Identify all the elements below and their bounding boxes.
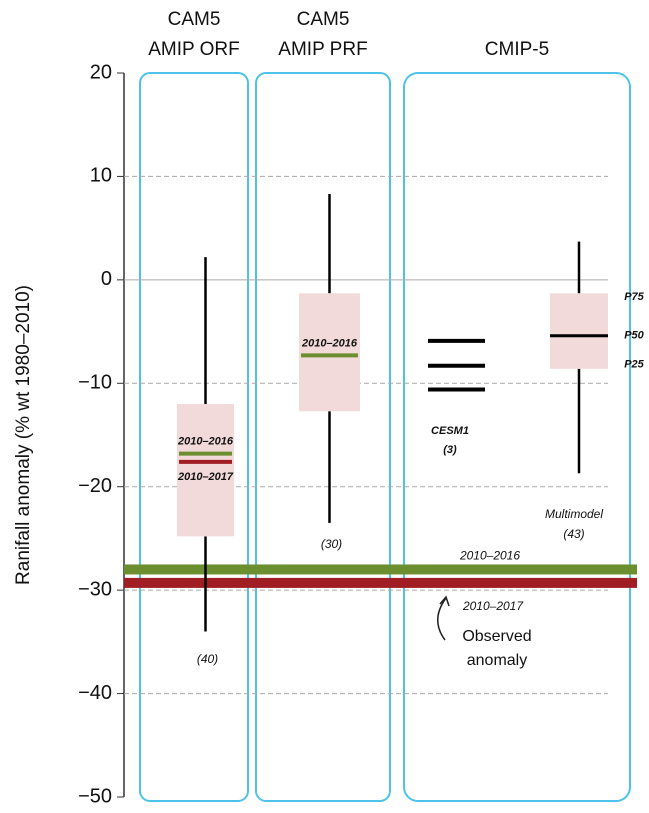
count-label: (43): [563, 527, 584, 541]
observed-label: anomaly: [467, 652, 527, 669]
observed-band: [124, 564, 637, 575]
y-tick-label: −40: [78, 682, 112, 704]
box: [177, 403, 234, 537]
y-tick-label: 10: [90, 165, 112, 187]
observed-period-label: 2010–2016: [459, 549, 520, 563]
y-tick-label: −20: [78, 475, 112, 497]
y-tick-label: −30: [78, 578, 112, 600]
panel-title: CAM5: [168, 9, 221, 30]
y-tick-label: −50: [78, 785, 112, 807]
y-tick-label: 20: [90, 61, 112, 83]
y-tick-label: 0: [101, 268, 112, 290]
panel-frame: [139, 72, 249, 802]
y-tick-label: −10: [78, 372, 112, 394]
count-label: (30): [321, 537, 342, 551]
panel-title: CAM5: [297, 9, 350, 30]
count-label: (3): [443, 444, 457, 456]
observed-period-label: 2010–2017: [462, 599, 524, 613]
arrow: [437, 597, 447, 641]
count-label: (40): [197, 652, 218, 666]
box-name: Multimodel: [545, 507, 603, 521]
box: [299, 293, 360, 412]
panel-frame: [255, 72, 391, 802]
period-label: 2010–2016: [301, 337, 358, 349]
period-label: 2010–2017: [177, 471, 234, 483]
period-label: 2010–2016: [177, 436, 234, 448]
panel-title: CMIP-5: [485, 39, 549, 60]
percentile-label: P25: [624, 359, 644, 371]
cesm1-name: CESM1: [431, 425, 469, 437]
percentile-label: P75: [624, 291, 644, 303]
y-axis-label: Ranifall anomaly (% wt 1980–2010): [13, 285, 34, 585]
panel-frame: [403, 72, 631, 802]
arrow-head: [439, 595, 450, 607]
box: [550, 293, 608, 369]
percentile-label: P50: [624, 330, 644, 342]
observed-band: [124, 577, 637, 588]
panel-title: AMIP PRF: [278, 39, 367, 60]
panel-title: AMIP ORF: [148, 39, 240, 60]
observed-label: Observed: [462, 628, 531, 645]
